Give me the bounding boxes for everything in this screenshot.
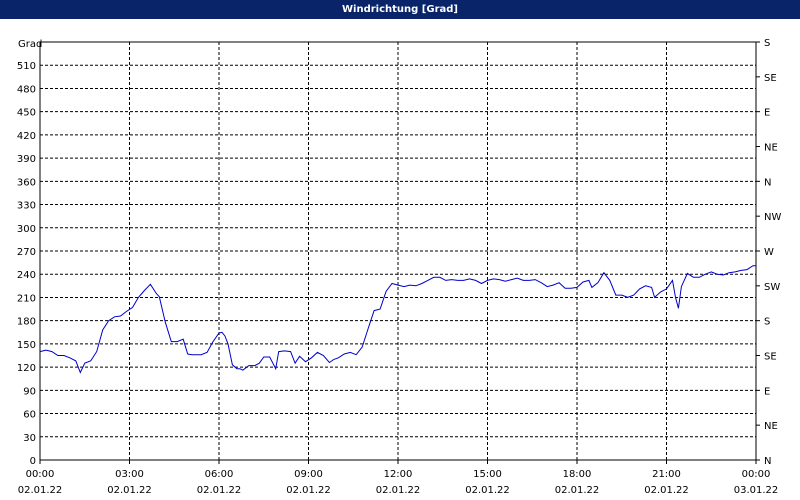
x-tick-date: 02.01.22 <box>18 485 63 496</box>
right-tick-label: N <box>764 456 771 467</box>
chart-title: Windrichtung [Grad] <box>342 4 458 15</box>
y-tick-label: 180 <box>17 317 36 328</box>
y-tick-label: 90 <box>23 386 36 397</box>
chart-title-bar: Windrichtung [Grad] <box>0 0 800 19</box>
right-tick-label: W <box>764 247 774 258</box>
grid <box>40 42 756 460</box>
x-tick-time: 18:00 <box>563 469 592 480</box>
x-tick-date: 03.01.22 <box>734 485 779 496</box>
y-tick-label: 450 <box>17 108 36 119</box>
y-tick-label: 120 <box>17 363 36 374</box>
series-group <box>39 265 756 374</box>
y-tick-label: 390 <box>17 154 36 165</box>
y-axis-right: N NE E SE S SW W NW N NE E SE S <box>756 38 781 467</box>
y-tick-label: 360 <box>17 177 36 188</box>
x-tick-date: 02.01.22 <box>465 485 510 496</box>
x-tick-time: 21:00 <box>652 469 681 480</box>
y-tick-label: 60 <box>23 410 36 421</box>
wind-direction-series-line <box>39 265 756 374</box>
y-tick-label: 240 <box>17 270 36 281</box>
right-tick-label: S <box>764 38 770 49</box>
right-tick-label: SE <box>764 352 777 363</box>
right-tick-label: SW <box>764 282 780 293</box>
right-tick-label: N <box>764 177 771 188</box>
y-axis-title: Grad <box>18 39 42 50</box>
x-tick-date: 02.01.22 <box>107 485 152 496</box>
y-tick-label: 270 <box>17 247 36 258</box>
x-tick-date: 02.01.22 <box>555 485 600 496</box>
right-tick-label: NE <box>764 421 778 432</box>
x-axis: 00:00 02.01.22 03:00 02.01.22 06:00 02.01.22 0… <box>18 460 779 496</box>
x-tick-time: 12:00 <box>384 469 413 480</box>
y-tick-label: 0 <box>30 456 36 467</box>
x-tick-time: 00:00 <box>742 469 771 480</box>
right-tick-label: S <box>764 317 770 328</box>
x-tick-time: 03:00 <box>115 469 144 480</box>
y-tick-label: 300 <box>17 224 36 235</box>
wind-direction-chart: Grad 0 30 60 90 120 150 180 210 240 270 300 330 360 3… <box>17 38 782 496</box>
right-tick-label: NE <box>764 143 778 154</box>
x-tick-time: 09:00 <box>294 469 323 480</box>
right-tick-label: SE <box>764 73 777 84</box>
y-axis-left: 0 30 60 90 120 150 180 210 240 270 300 330 360 390 420… <box>17 61 36 467</box>
y-tick-label: 150 <box>17 340 36 351</box>
x-tick-time: 00:00 <box>26 469 55 480</box>
x-tick-date: 02.01.22 <box>376 485 421 496</box>
right-tick-label: NW <box>764 212 781 223</box>
y-tick-label: 330 <box>17 201 36 212</box>
y-tick-label: 420 <box>17 131 36 142</box>
y-tick-label: 510 <box>17 61 36 72</box>
right-tick-label: E <box>764 108 770 119</box>
right-tick-label: E <box>764 386 770 397</box>
x-tick-time: 06:00 <box>205 469 234 480</box>
x-tick-date: 02.01.22 <box>644 485 689 496</box>
x-tick-date: 02.01.22 <box>286 485 331 496</box>
x-tick-date: 02.01.22 <box>197 485 242 496</box>
y-tick-label: 210 <box>17 293 36 304</box>
y-tick-label: 480 <box>17 84 36 95</box>
y-tick-label: 30 <box>23 433 36 444</box>
x-tick-time: 15:00 <box>473 469 502 480</box>
